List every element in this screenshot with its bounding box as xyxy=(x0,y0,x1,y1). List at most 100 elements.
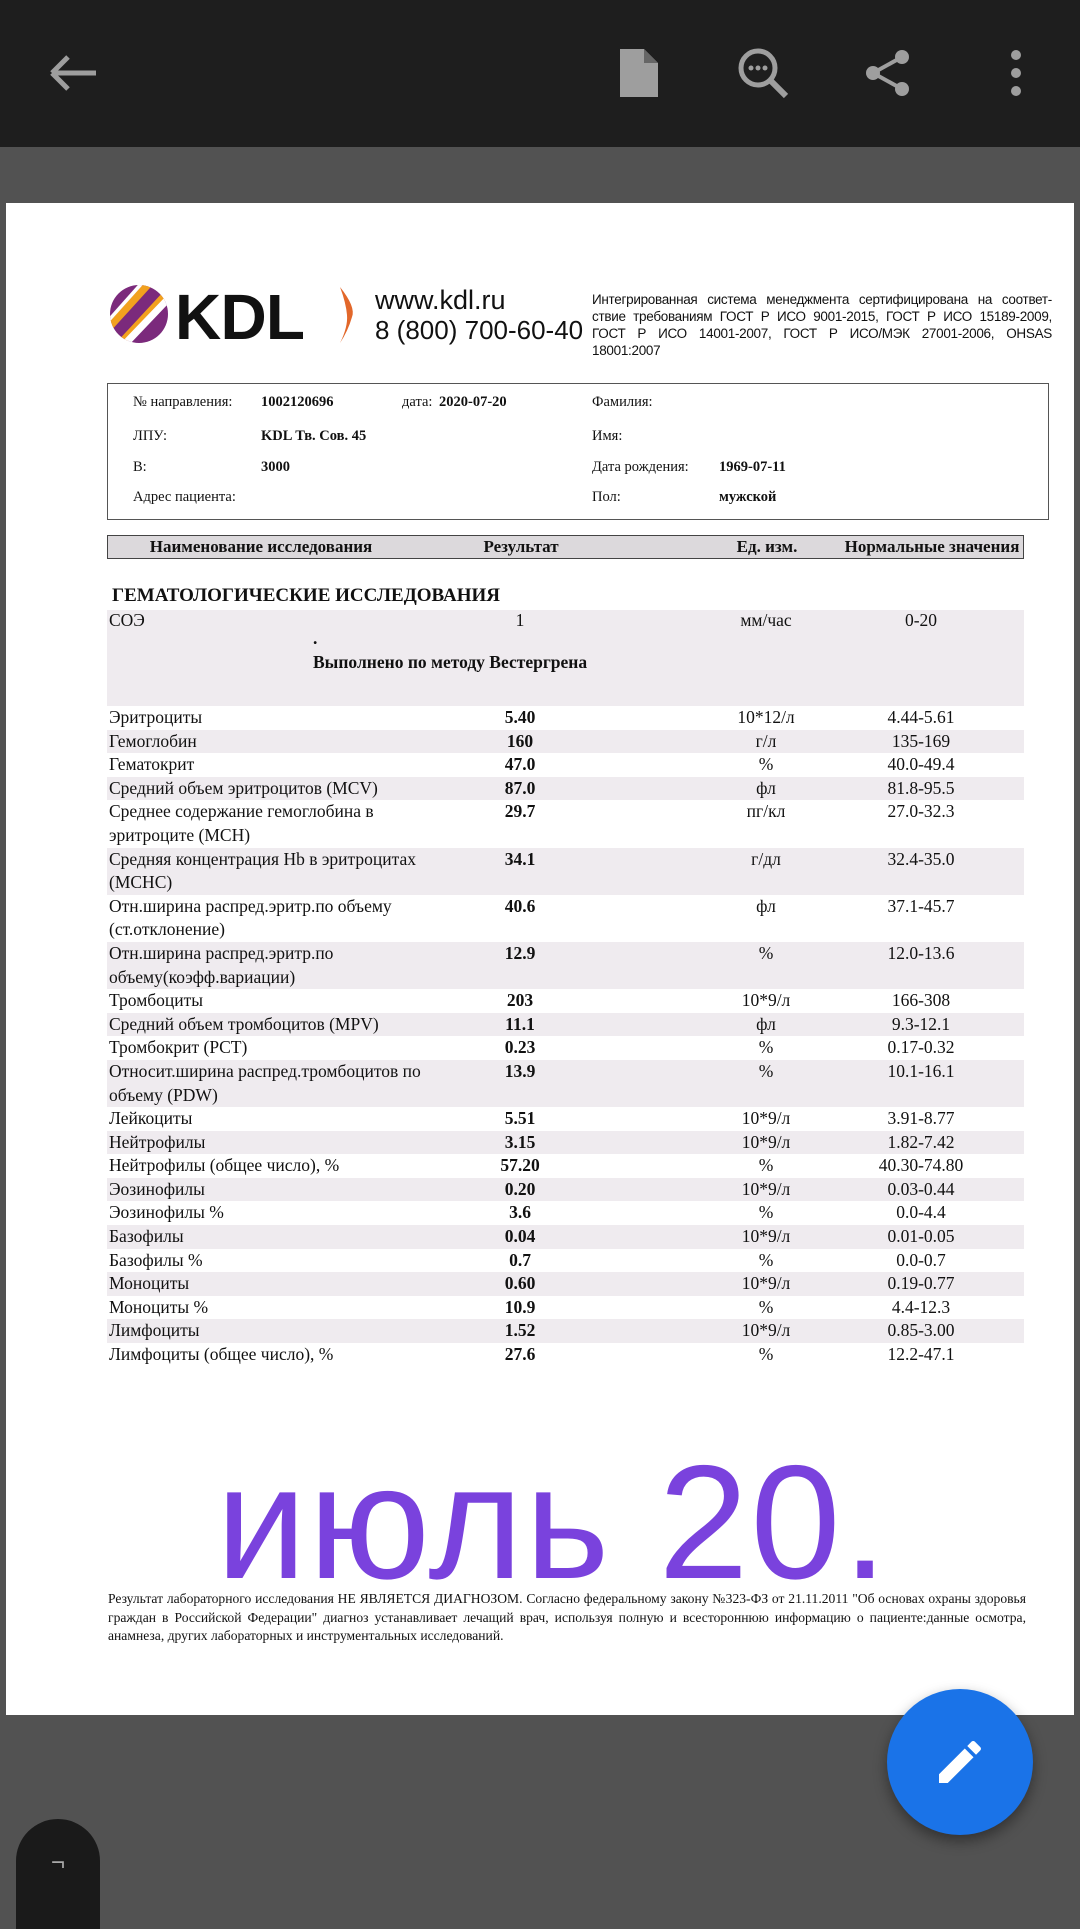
handwritten-annotation: июль 20. xyxy=(216,1432,890,1613)
table-row: Среднее содержание гемоглобина в эритроц… xyxy=(107,800,1024,847)
site-url: www.kdl.ru xyxy=(375,285,506,315)
more-vert-icon[interactable] xyxy=(986,43,1046,103)
test-result: 40.6 xyxy=(504,895,536,916)
soe-norm: 0-20 xyxy=(904,610,938,630)
document-icon[interactable] xyxy=(608,43,668,103)
table-row: Лейкоциты 5.51 10*9/л 3.91-8.77 xyxy=(107,1107,1024,1131)
table-row: Гемоглобин 160 г/л 135-169 xyxy=(107,729,1024,754)
table-row-soe: СОЭ 1 мм/час 0-20 . Выполнено по методу … xyxy=(107,610,1024,706)
referral-label: № направления: xyxy=(133,394,233,410)
test-result: 3.15 xyxy=(504,1131,536,1152)
section-title: ГЕМАТОЛОГИЧЕСКИЕ ИССЛЕДОВАНИЯ xyxy=(112,585,501,606)
test-result: 0.60 xyxy=(504,1273,536,1294)
test-name: Лейкоциты xyxy=(109,1108,193,1129)
test-result: 47.0 xyxy=(504,754,536,775)
test-result: 11.1 xyxy=(505,1013,535,1034)
table-row: Базофилы % 0.7% 0.0-0.7 xyxy=(107,1249,1024,1273)
test-unit: % xyxy=(758,1296,774,1317)
test-norm: 32.4-35.0 xyxy=(887,848,955,869)
test-name: Моноциты % xyxy=(109,1296,209,1317)
table-row: Относит.ширина распред.тромбоцитов по об… xyxy=(107,1059,1024,1108)
lpu-value: KDL Тв. Сов. 45 xyxy=(261,428,367,444)
test-name: Нейтрофилы (общее число), % xyxy=(109,1155,340,1176)
test-norm: 0.0-0.7 xyxy=(896,1249,946,1270)
soe-name: СОЭ xyxy=(109,610,145,630)
test-result: 0.23 xyxy=(504,1037,536,1058)
disclaimer-text: Результат лабораторного исследования НЕ … xyxy=(108,1591,1026,1643)
test-unit: % xyxy=(758,1344,774,1365)
surname-label: Фамилия: xyxy=(592,394,653,410)
test-norm: 166-308 xyxy=(891,990,951,1011)
header-unit: Ед. изм. xyxy=(736,537,798,556)
patient-info-box: № направления: 1002120696 дата: 2020-07-… xyxy=(107,383,1049,520)
soe-unit: мм/час xyxy=(740,610,792,630)
test-result: 5.40 xyxy=(504,707,536,727)
test-norm: 0.0-4.4 xyxy=(896,1202,946,1223)
test-unit: % xyxy=(758,1037,774,1058)
test-result: 1.52 xyxy=(504,1320,536,1341)
table-row: Средний объем тромбоцитов (MPV) 11.1 фл 9.3… xyxy=(107,1012,1024,1037)
site-and-phone: www.kdl.ru 8 (800) 700-60-40 xyxy=(375,285,583,345)
table-row: Эозинофилы 0.20 10*9/л 0.03-0.44 xyxy=(107,1177,1024,1202)
date-label: дата: xyxy=(402,394,433,410)
test-name: Средний объем эритроцитов (MCV) xyxy=(109,777,378,798)
test-unit: % xyxy=(758,1249,774,1270)
chevron-logo-icon xyxy=(338,287,358,348)
test-name: Базофилы % xyxy=(109,1249,203,1270)
edit-button[interactable] xyxy=(887,1689,1033,1835)
test-unit: 10*9/л xyxy=(741,990,791,1011)
test-norm: 0.17-0.32 xyxy=(887,1037,955,1058)
test-unit: % xyxy=(758,1202,774,1223)
test-unit: пг/кл xyxy=(746,801,786,822)
table-row: Лимфоциты (общее число), % 27.6% 12.2-47.1 xyxy=(107,1343,1024,1367)
kdl-logo: KDL xyxy=(109,281,309,353)
arrow-back-icon[interactable] xyxy=(43,43,103,103)
test-name: Базофилы xyxy=(109,1226,184,1247)
table-row: Моноциты % 10.9% 4.4-12.3 xyxy=(107,1296,1024,1320)
test-unit: 10*9/л xyxy=(741,1178,791,1199)
table-row: Отн.ширина распред.эритр.по объему (ст.о… xyxy=(107,895,1024,942)
table-row: Средний объем эритроцитов (MCV) 87.0 фл 81.… xyxy=(107,776,1024,801)
test-unit: г/л xyxy=(755,730,777,751)
results-table: СОЭ 1 мм/час 0-20 . Выполнено по методу … xyxy=(107,610,1024,1367)
test-name: Тромбоциты xyxy=(109,990,204,1011)
share-icon[interactable] xyxy=(858,43,918,103)
test-unit: фл xyxy=(756,895,776,916)
table-header: Наименование исследования Результат Ед. … xyxy=(107,535,1024,559)
test-norm: 135-169 xyxy=(891,730,951,751)
test-name: Относит.ширина распред.тромбоцитов по об… xyxy=(109,1060,421,1105)
test-name: Эозинофилы xyxy=(109,1178,205,1199)
test-norm: 3.91-8.77 xyxy=(887,1108,955,1129)
page-indicator-tab[interactable]: ¬ xyxy=(16,1819,100,1929)
test-norm: 81.8-95.5 xyxy=(887,777,955,798)
test-name: Моноциты xyxy=(109,1273,190,1294)
test-result: 5.51 xyxy=(504,1108,536,1129)
header-result: Результат xyxy=(483,537,559,556)
test-name: Среднее содержание гемоглобина в эритроц… xyxy=(109,801,374,845)
test-norm: 4.44-5.61 xyxy=(887,707,955,727)
test-name: Эритроциты xyxy=(109,707,203,727)
table-row: Лимфоциты 1.52 10*9/л 0.85-3.00 xyxy=(107,1319,1024,1344)
search-zoom-icon[interactable] xyxy=(733,43,793,103)
table-row: Базофилы 0.04 10*9/л 0.01-0.05 xyxy=(107,1225,1024,1249)
soe-note: Выполнено по методу Вестергрена xyxy=(313,652,588,672)
test-norm: 27.0-32.3 xyxy=(887,801,955,822)
sex-label: Пол: xyxy=(592,489,621,505)
test-name: Эозинофилы % xyxy=(109,1202,224,1223)
test-unit: % xyxy=(758,754,774,775)
table-row: Гематокрит 47.0% 40.0-49.4 xyxy=(107,753,1024,777)
test-norm: 1.82-7.42 xyxy=(887,1131,955,1152)
table-row: Отн.ширина распред.эритр.по объему(коэфф… xyxy=(107,941,1024,990)
document-page: KDL www.kdl.ru 8 (800) 700-60-40 Интегри… xyxy=(6,203,1074,1715)
test-norm: 9.3-12.1 xyxy=(891,1013,951,1034)
test-result: 203 xyxy=(506,990,534,1011)
test-unit: % xyxy=(758,1060,774,1081)
test-result: 29.7 xyxy=(504,801,536,822)
svg-text:KDL: KDL xyxy=(175,283,305,345)
test-name: Гемоглобин xyxy=(109,730,197,751)
test-norm: 40.30-74.80 xyxy=(878,1155,964,1176)
b-value: 3000 xyxy=(261,459,290,475)
top-app-bar xyxy=(0,0,1080,147)
test-unit: 10*9/л xyxy=(741,1273,791,1294)
b-label: В: xyxy=(133,459,147,475)
